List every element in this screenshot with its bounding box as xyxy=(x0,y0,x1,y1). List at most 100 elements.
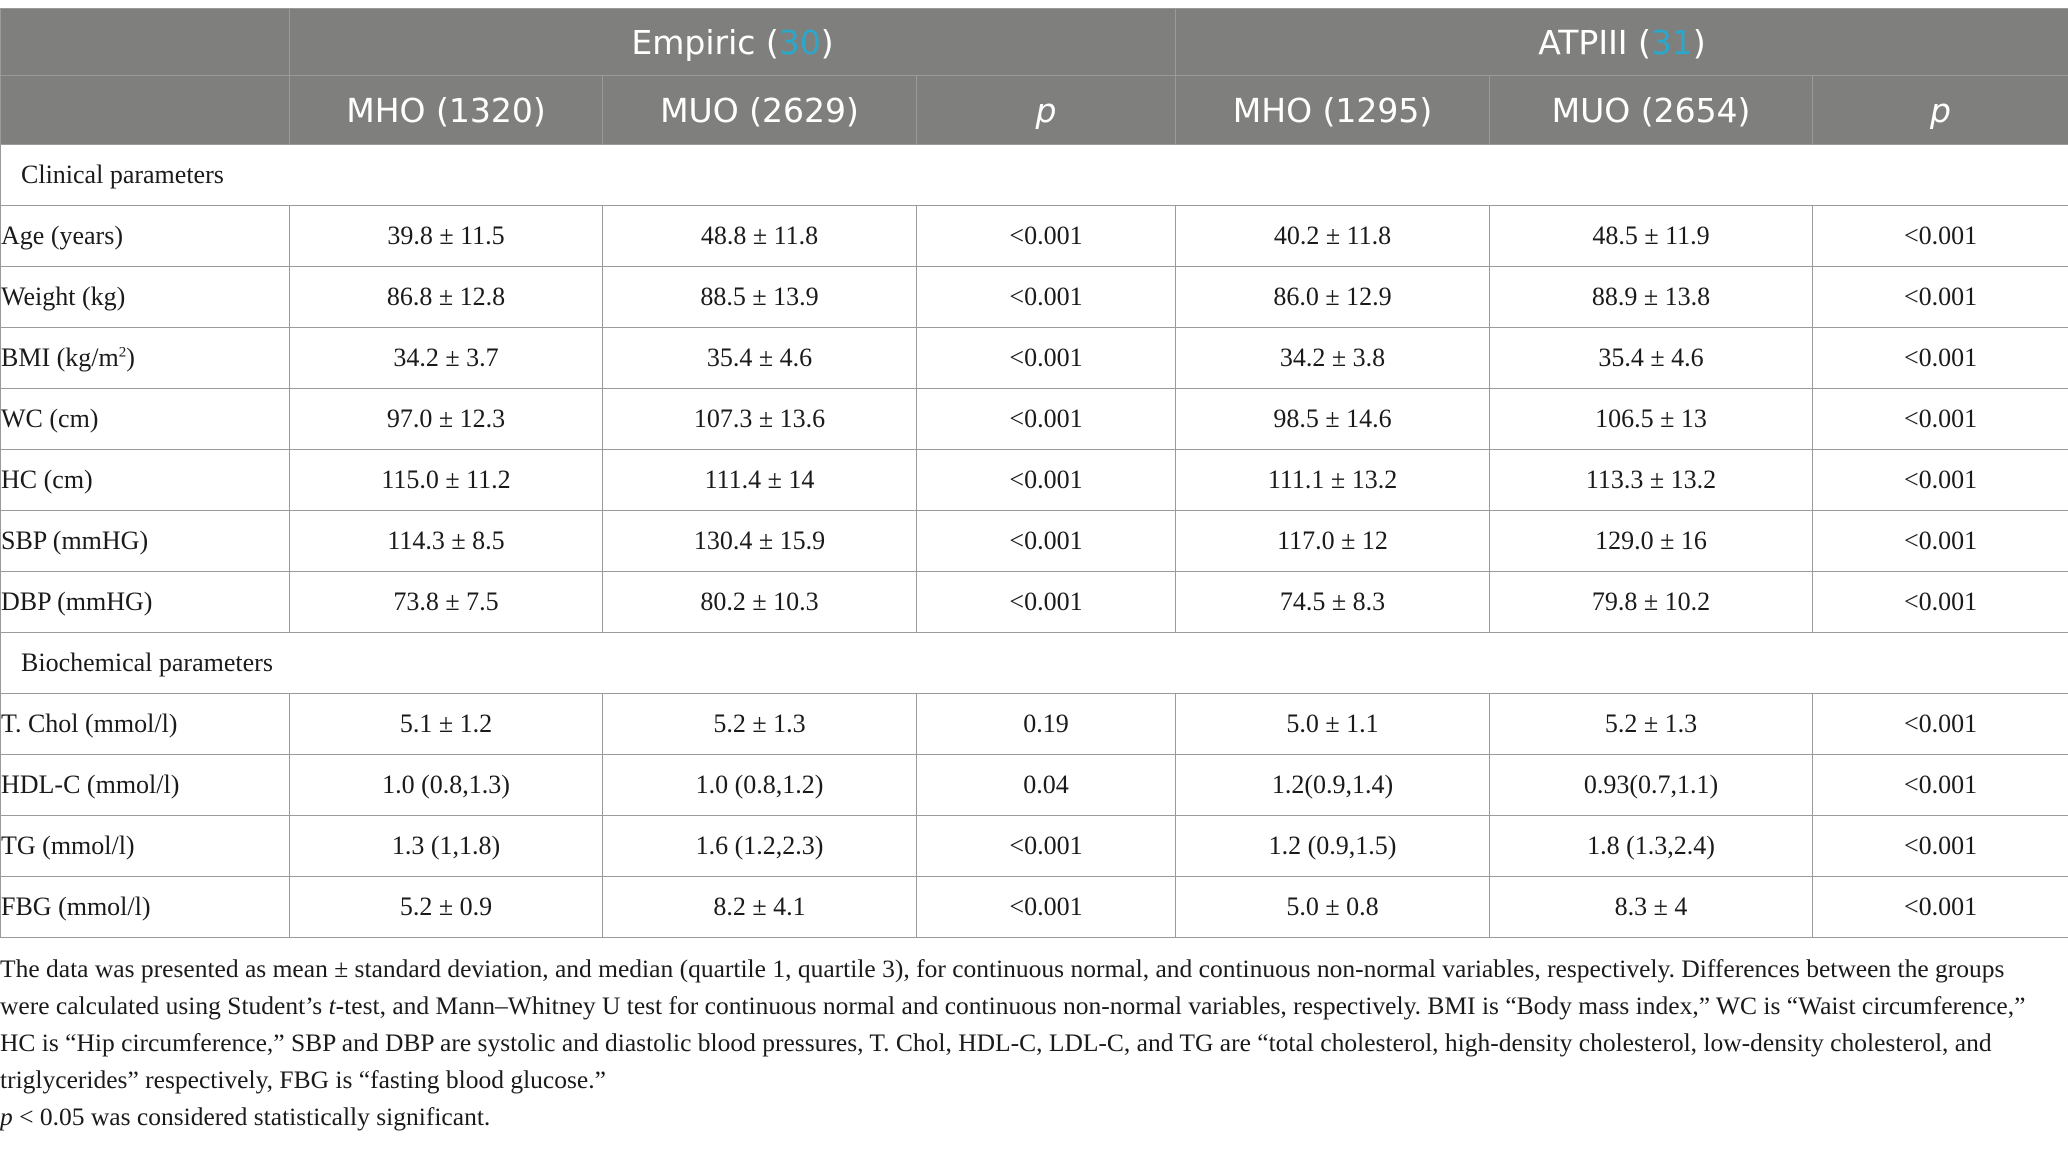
row-label: DBP (mmHG) xyxy=(0,571,290,633)
table-cell: <0.001 xyxy=(915,449,1177,511)
table-cell: 1.6 (1.2,2.3) xyxy=(602,815,917,877)
header-corner xyxy=(0,8,290,76)
table-cell: 115.0 ± 11.2 xyxy=(289,449,603,511)
table-cell: 111.4 ± 14 xyxy=(602,449,917,511)
section-row: Biochemical parameters xyxy=(0,632,2068,694)
table-cell: 88.5 ± 13.9 xyxy=(602,266,917,328)
column-header: p xyxy=(915,75,1177,145)
table-row: SBP (mmHG) 114.3 ± 8.5 130.4 ± 15.9 <0.0… xyxy=(0,510,2068,572)
table-cell: 114.3 ± 8.5 xyxy=(289,510,603,572)
table-cell: <0.001 xyxy=(1812,327,2068,389)
table-cell: 0.93(0.7,1.1) xyxy=(1489,754,1814,816)
table-cell: 129.0 ± 16 xyxy=(1489,510,1814,572)
row-label: FBG (mmol/l) xyxy=(0,876,290,938)
table-cell: 88.9 ± 13.8 xyxy=(1489,266,1814,328)
table-row: Weight (kg) 86.8 ± 12.8 88.5 ± 13.9 <0.0… xyxy=(0,266,2068,328)
table-cell: 34.2 ± 3.8 xyxy=(1175,327,1491,389)
row-label: BMI (kg/m2) xyxy=(0,327,290,389)
table-row: WC (cm) 97.0 ± 12.3 107.3 ± 13.6 <0.001 … xyxy=(0,388,2068,450)
row-label: HDL-C (mmol/l) xyxy=(0,754,290,816)
results-table: Empiric (30) ATPIII (31) MHO (1320) MUO … xyxy=(0,8,2068,938)
header-group-empiric: Empiric (30) xyxy=(288,8,1177,76)
table-cell: <0.001 xyxy=(915,510,1177,572)
column-header: MUO (2629) xyxy=(602,75,917,145)
table-cell: <0.001 xyxy=(915,266,1177,328)
table-cell: 8.3 ± 4 xyxy=(1489,876,1814,938)
row-label: Weight (kg) xyxy=(0,266,290,328)
table-row: BMI (kg/m2) 34.2 ± 3.7 35.4 ± 4.6 <0.001… xyxy=(0,327,2068,389)
reference-link[interactable]: 30 xyxy=(778,22,821,62)
table-cell: 48.5 ± 11.9 xyxy=(1489,205,1814,267)
table-cell: <0.001 xyxy=(1812,449,2068,511)
table-cell: <0.001 xyxy=(1812,876,2068,938)
table-row: T. Chol (mmol/l) 5.1 ± 1.2 5.2 ± 1.3 0.1… xyxy=(0,693,2068,755)
table-cell: 5.2 ± 1.3 xyxy=(602,693,917,755)
table-cell: 86.8 ± 12.8 xyxy=(289,266,603,328)
table-cell: <0.001 xyxy=(915,388,1177,450)
section-title: Clinical parameters xyxy=(0,144,2068,206)
table-cell: 1.8 (1.3,2.4) xyxy=(1489,815,1814,877)
header-corner xyxy=(0,75,290,145)
table-cell: 0.19 xyxy=(915,693,1177,755)
table-footnote: The data was presented as mean ± standar… xyxy=(0,950,2048,1135)
table-cell: 5.0 ± 0.8 xyxy=(1175,876,1491,938)
table-cell: 5.0 ± 1.1 xyxy=(1175,693,1491,755)
section-title: Biochemical parameters xyxy=(0,632,2068,694)
table-row: TG (mmol/l) 1.3 (1,1.8) 1.6 (1.2,2.3) <0… xyxy=(0,815,2068,877)
section-row: Clinical parameters xyxy=(0,144,2068,206)
table-cell: 86.0 ± 12.9 xyxy=(1175,266,1491,328)
reference-link[interactable]: 31 xyxy=(1650,22,1693,62)
table-cell: 130.4 ± 15.9 xyxy=(602,510,917,572)
table-cell: <0.001 xyxy=(915,327,1177,389)
row-label: T. Chol (mmol/l) xyxy=(0,693,290,755)
table-cell: 35.4 ± 4.6 xyxy=(1489,327,1814,389)
table-row: Age (years) 39.8 ± 11.5 48.8 ± 11.8 <0.0… xyxy=(0,205,2068,267)
table-cell: 74.5 ± 8.3 xyxy=(1175,571,1491,633)
row-label: Age (years) xyxy=(0,205,290,267)
table-row: FBG (mmol/l) 5.2 ± 0.9 8.2 ± 4.1 <0.001 … xyxy=(0,876,2068,938)
column-header: MUO (2654) xyxy=(1489,75,1814,145)
table-cell: 48.8 ± 11.8 xyxy=(602,205,917,267)
table-cell: <0.001 xyxy=(915,815,1177,877)
table-cell: 80.2 ± 10.3 xyxy=(602,571,917,633)
table-row: HC (cm) 115.0 ± 11.2 111.4 ± 14 <0.001 1… xyxy=(0,449,2068,511)
table-cell: 107.3 ± 13.6 xyxy=(602,388,917,450)
row-label: HC (cm) xyxy=(0,449,290,511)
table-cell: 117.0 ± 12 xyxy=(1175,510,1491,572)
row-label: SBP (mmHG) xyxy=(0,510,290,572)
table-cell: <0.001 xyxy=(1812,266,2068,328)
table-cell: 0.04 xyxy=(915,754,1177,816)
table-cell: 97.0 ± 12.3 xyxy=(289,388,603,450)
row-label: TG (mmol/l) xyxy=(0,815,290,877)
table-cell: 5.2 ± 1.3 xyxy=(1489,693,1814,755)
table-cell: 39.8 ± 11.5 xyxy=(289,205,603,267)
table-cell: 8.2 ± 4.1 xyxy=(602,876,917,938)
table-cell: 1.2 (0.9,1.5) xyxy=(1175,815,1491,877)
footnote-significance: p < 0.05 was considered statistically si… xyxy=(0,1102,491,1131)
table-cell: 1.2(0.9,1.4) xyxy=(1175,754,1491,816)
table-cell: <0.001 xyxy=(1812,205,2068,267)
header-group-atpiii: ATPIII (31) xyxy=(1175,8,2068,76)
table-cell: <0.001 xyxy=(915,571,1177,633)
table-cell: 5.1 ± 1.2 xyxy=(289,693,603,755)
column-header: p xyxy=(1812,75,2068,145)
table-cell: <0.001 xyxy=(915,205,1177,267)
footnote-text: The data was presented as mean ± standar… xyxy=(0,954,2026,1094)
table-row: HDL-C (mmol/l) 1.0 (0.8,1.3) 1.0 (0.8,1.… xyxy=(0,754,2068,816)
table-row: DBP (mmHG) 73.8 ± 7.5 80.2 ± 10.3 <0.001… xyxy=(0,571,2068,633)
table-cell: 5.2 ± 0.9 xyxy=(289,876,603,938)
column-header: MHO (1295) xyxy=(1175,75,1491,145)
table-cell: <0.001 xyxy=(1812,388,2068,450)
table-cell: 79.8 ± 10.2 xyxy=(1489,571,1814,633)
table-cell: <0.001 xyxy=(1812,693,2068,755)
table-cell: <0.001 xyxy=(915,876,1177,938)
table-cell: <0.001 xyxy=(1812,510,2068,572)
table-cell: 34.2 ± 3.7 xyxy=(289,327,603,389)
table-cell: 1.0 (0.8,1.3) xyxy=(289,754,603,816)
row-label: WC (cm) xyxy=(0,388,290,450)
table-cell: 106.5 ± 13 xyxy=(1489,388,1814,450)
table-cell: 40.2 ± 11.8 xyxy=(1175,205,1491,267)
table-cell: 111.1 ± 13.2 xyxy=(1175,449,1491,511)
table-cell: 35.4 ± 4.6 xyxy=(602,327,917,389)
table-cell: 98.5 ± 14.6 xyxy=(1175,388,1491,450)
